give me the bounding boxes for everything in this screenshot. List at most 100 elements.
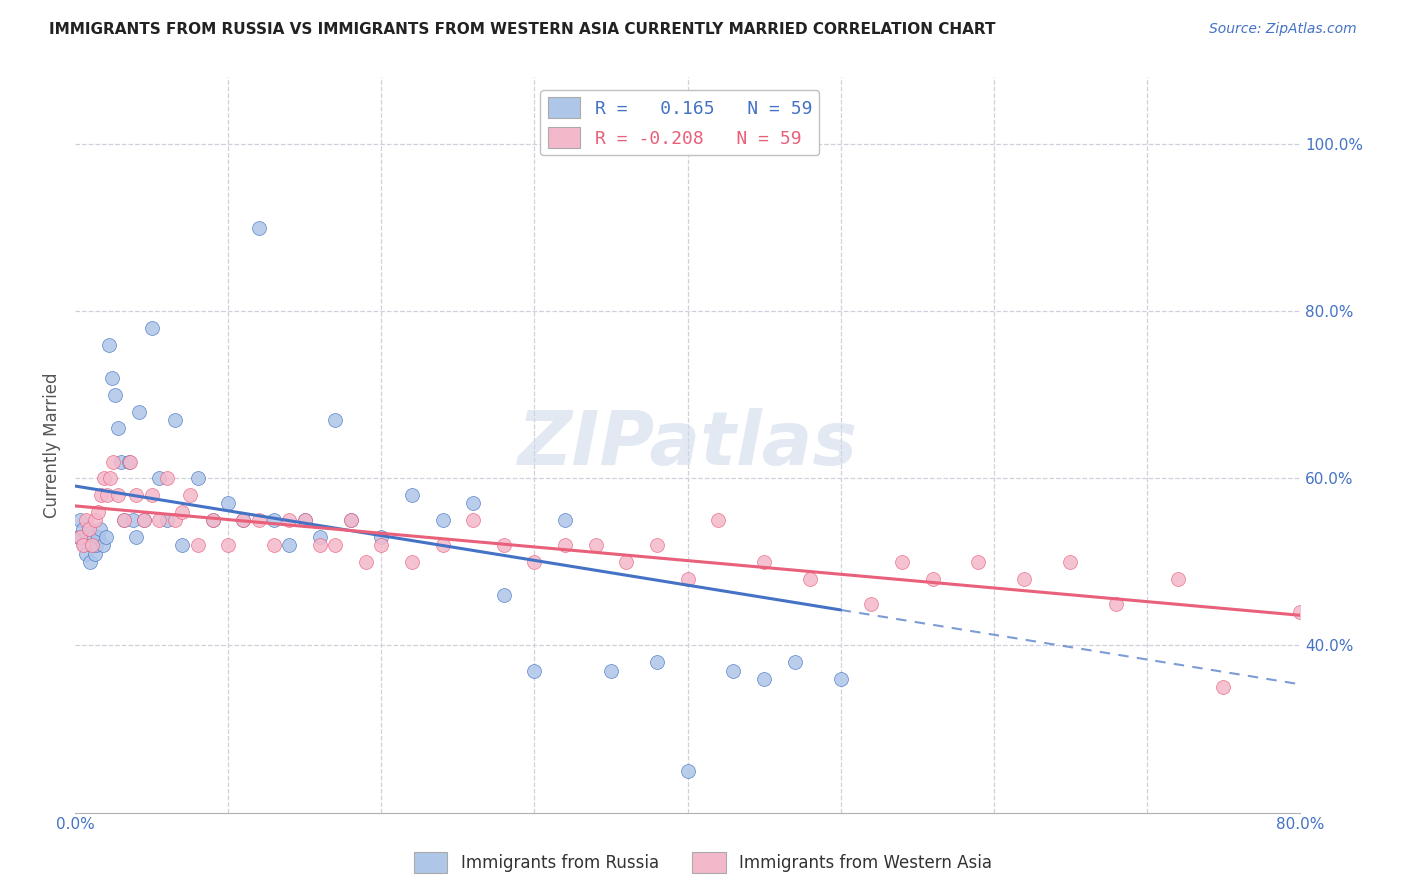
Point: [294, 513, 316, 527]
Point: [554, 538, 576, 552]
Point: [645, 538, 668, 552]
Point: [80, 538, 103, 552]
Point: [401, 555, 423, 569]
Point: [100, 371, 122, 385]
Point: [217, 538, 239, 552]
Point: [523, 664, 546, 678]
Point: [370, 530, 392, 544]
Point: [172, 505, 194, 519]
Point: [172, 538, 194, 552]
Point: [125, 488, 148, 502]
Point: [232, 513, 254, 527]
Point: [1212, 680, 1234, 694]
Point: [97, 337, 120, 351]
Point: [112, 513, 135, 527]
Point: [247, 220, 270, 235]
Point: [554, 513, 576, 527]
Point: [1105, 597, 1128, 611]
Point: [122, 513, 145, 527]
Point: [84, 547, 107, 561]
Point: [128, 404, 150, 418]
Text: Source: ZipAtlas.com: Source: ZipAtlas.com: [1209, 22, 1357, 37]
Point: [77, 522, 100, 536]
Point: [75, 547, 97, 561]
Point: [84, 513, 107, 527]
Point: [87, 530, 110, 544]
Point: [179, 488, 201, 502]
Point: [70, 530, 93, 544]
Point: [1014, 572, 1036, 586]
Point: [67, 530, 90, 544]
Point: [309, 538, 332, 552]
Point: [163, 513, 186, 527]
Legend: R =   0.165   N = 59, R = -0.208   N = 59: R = 0.165 N = 59, R = -0.208 N = 59: [540, 90, 820, 155]
Point: [90, 488, 112, 502]
Point: [77, 522, 100, 536]
Point: [110, 455, 132, 469]
Point: [232, 513, 254, 527]
Point: [112, 513, 135, 527]
Point: [921, 572, 943, 586]
Point: [339, 513, 361, 527]
Point: [890, 555, 912, 569]
Point: [492, 538, 515, 552]
Point: [463, 496, 485, 510]
Point: [82, 530, 104, 544]
Point: [432, 538, 454, 552]
Point: [156, 471, 179, 485]
Point: [614, 555, 637, 569]
Point: [523, 555, 546, 569]
Point: [80, 538, 103, 552]
Point: [263, 513, 285, 527]
Point: [87, 505, 110, 519]
Point: [104, 388, 127, 402]
Point: [94, 530, 117, 544]
Point: [186, 471, 208, 485]
Point: [148, 513, 170, 527]
Point: [585, 538, 607, 552]
Y-axis label: Currently Married: Currently Married: [44, 372, 60, 517]
Point: [86, 538, 108, 552]
Point: [69, 513, 91, 527]
Point: [98, 471, 121, 485]
Point: [96, 488, 118, 502]
Point: [156, 513, 179, 527]
Point: [600, 664, 623, 678]
Point: [120, 455, 142, 469]
Point: [1166, 572, 1188, 586]
Point: [830, 672, 852, 686]
Point: [645, 655, 668, 669]
Point: [323, 413, 346, 427]
Point: [783, 655, 806, 669]
Point: [676, 572, 699, 586]
Point: [103, 455, 125, 469]
Point: [107, 488, 129, 502]
Point: [75, 513, 97, 527]
Point: [163, 413, 186, 427]
Point: [247, 513, 270, 527]
Point: [148, 471, 170, 485]
Point: [69, 530, 91, 544]
Point: [186, 538, 208, 552]
Point: [294, 513, 316, 527]
Point: [1059, 555, 1081, 569]
Point: [401, 488, 423, 502]
Point: [278, 538, 301, 552]
Point: [752, 672, 775, 686]
Point: [278, 513, 301, 527]
Point: [309, 530, 332, 544]
Point: [132, 513, 155, 527]
Point: [432, 513, 454, 527]
Point: [860, 597, 883, 611]
Point: [463, 513, 485, 527]
Point: [72, 538, 94, 552]
Point: [752, 555, 775, 569]
Text: IMMIGRANTS FROM RUSSIA VS IMMIGRANTS FROM WESTERN ASIA CURRENTLY MARRIED CORRELA: IMMIGRANTS FROM RUSSIA VS IMMIGRANTS FRO…: [49, 22, 995, 37]
Point: [89, 522, 111, 536]
Point: [72, 522, 94, 536]
Point: [354, 555, 377, 569]
Point: [141, 321, 163, 335]
Text: ZIPatlas: ZIPatlas: [517, 409, 858, 482]
Point: [107, 421, 129, 435]
Point: [201, 513, 224, 527]
